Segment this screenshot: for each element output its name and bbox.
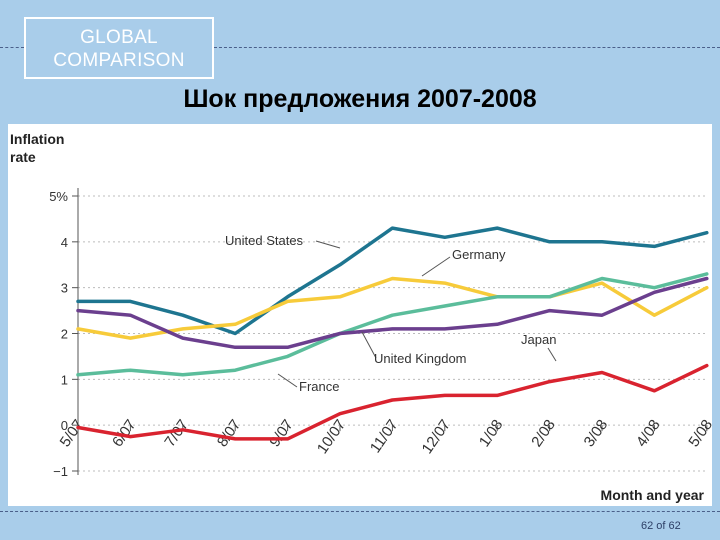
- series-line-united-states: [76, 226, 709, 336]
- page-number: 62 of 62: [641, 520, 681, 532]
- series-line-germany: [76, 276, 709, 340]
- y-tick-label-3: 2: [61, 327, 68, 342]
- annotation-germany: Germany: [452, 247, 506, 262]
- bottom-divider: [0, 511, 720, 512]
- annotation-united-kingdom: United Kingdom: [374, 351, 467, 366]
- series-line-4: [76, 363, 709, 441]
- x-tick-label-11: 4/08: [633, 417, 664, 451]
- x-tick-label-4: 9/07: [266, 417, 297, 451]
- inflation-chart: Inflation rate 5% 4 3 2 1 0 −1 5/07 6/07 7/07 8/0…: [8, 124, 712, 506]
- y-tick-label-0: 5%: [49, 189, 68, 204]
- annotation-leaders: [277, 240, 557, 388]
- series-line-france: [76, 272, 709, 377]
- annotations: United States Germany United Kingdom Japan F…: [225, 233, 556, 394]
- section-badge: GLOBAL COMPARISON: [24, 17, 214, 79]
- y-axis-title-line-2: rate: [10, 149, 36, 165]
- slide-title: Шок предложения 2007-2008: [183, 85, 537, 113]
- annotation-united-states: United States: [225, 233, 304, 248]
- x-tick-label-3: 8/07: [214, 417, 245, 451]
- x-ticks: 5/07 6/07 7/07 8/07 9/07 10/07 11/07 12/07 1/08 2…: [57, 417, 712, 458]
- y-tick-label-2: 3: [61, 281, 68, 296]
- x-tick-label-10: 3/08: [581, 417, 612, 451]
- x-tick-label-9: 2/08: [528, 417, 559, 451]
- x-axis-title: Month and year: [601, 487, 705, 503]
- x-tick-label-12: 5/08: [685, 417, 712, 451]
- top-divider-left: [0, 47, 24, 48]
- y-tick-label-6: −1: [53, 464, 68, 479]
- annotation-france: France: [299, 379, 339, 394]
- leader-germany: [421, 256, 451, 277]
- x-tick-label-7: 12/07: [419, 417, 454, 458]
- y-ticks: 5% 4 3 2 1 0 −1: [49, 189, 78, 479]
- x-tick-label-8: 1/08: [476, 417, 507, 451]
- x-tick-label-6: 11/07: [367, 417, 402, 457]
- y-tick-label-1: 4: [61, 235, 68, 250]
- series-line-united-kingdom: [76, 276, 709, 350]
- badge-line-2: COMPARISON: [53, 50, 185, 71]
- leader-united-states: [315, 240, 341, 249]
- top-divider-right: [214, 47, 720, 48]
- leader-united-kingdom: [361, 331, 377, 359]
- y-tick-label-5: 0: [61, 418, 68, 433]
- annotation-japan: Japan: [521, 332, 556, 347]
- y-axis-title-line-1: Inflation: [10, 131, 64, 147]
- badge-line-1: GLOBAL: [80, 27, 158, 48]
- leader-france: [277, 373, 298, 388]
- y-tick-label-4: 1: [61, 372, 68, 387]
- series-lines: [76, 226, 709, 441]
- leader-japan: [547, 347, 557, 362]
